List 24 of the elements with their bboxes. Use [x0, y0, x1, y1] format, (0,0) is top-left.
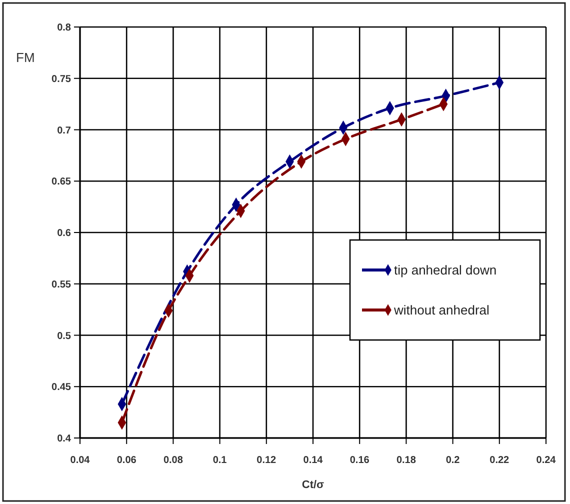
x-tick-label: 0.04	[70, 455, 90, 466]
y-tick-label: 0.7	[57, 125, 72, 136]
y-tick-label: 0.65	[52, 176, 72, 188]
x-tick-label: 0.18	[396, 455, 416, 466]
x-tick-label: 0.06	[116, 455, 137, 466]
x-tick-label: 0.24	[536, 455, 556, 466]
x-tick-label: 0.12	[256, 455, 277, 466]
legend-label: tip anhedral down	[394, 262, 497, 278]
y-tick-label: 0.55	[52, 279, 72, 290]
x-tick-label: 0.08	[163, 455, 184, 466]
y-axis-title: FM	[16, 50, 35, 65]
x-tick-label: 0.14	[303, 455, 324, 466]
y-tick-label: 0.75	[52, 74, 72, 85]
y-tick-label: 0.6	[57, 228, 72, 239]
y-tick-label: 0.8	[57, 22, 72, 34]
x-tick-label: 0.16	[350, 455, 370, 466]
x-tick-label: 0.2	[446, 455, 460, 466]
x-tick-label: 0.22	[490, 455, 510, 466]
legend-label: without anhedral	[393, 302, 490, 318]
y-tick-label: 0.5	[57, 330, 72, 342]
y-tick-label: 0.4	[57, 434, 72, 444]
y-tick-label: 0.45	[52, 382, 72, 394]
x-axis-title: Ct/σ	[302, 479, 325, 491]
x-tick-label: 0.1	[212, 455, 228, 466]
